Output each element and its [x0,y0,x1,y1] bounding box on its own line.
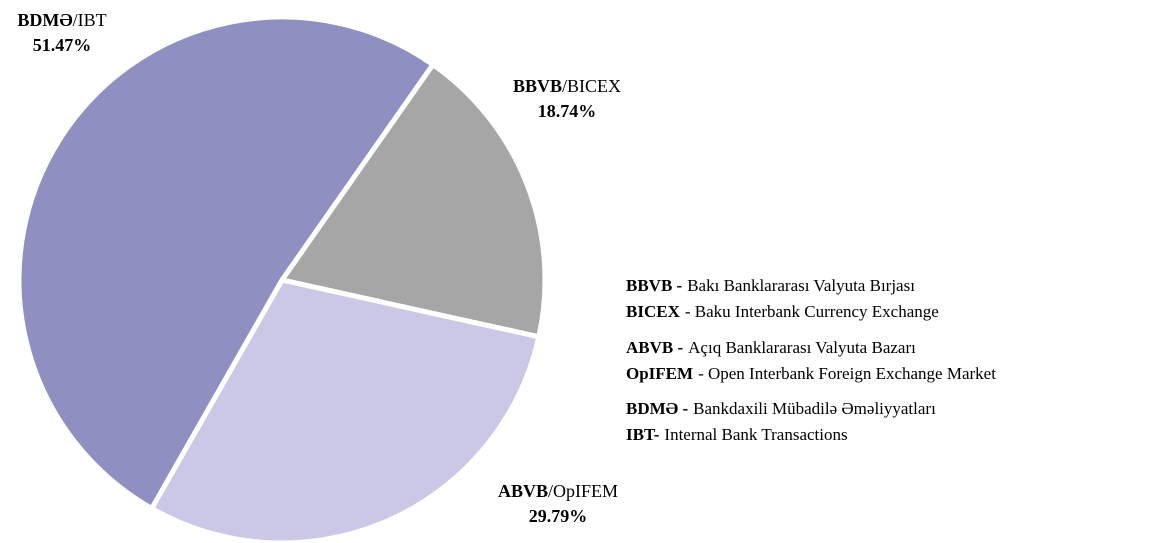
slice-label-bold: BDMƏ [17,10,72,30]
note: IBT- Internal Bank Transactions [626,425,848,444]
slice-label-bold: ABVB [498,481,548,501]
slice-label-bold: BBVB [513,76,562,96]
note-term: BDMƏ - [626,399,688,418]
slice-value-label: 29.79% [529,506,588,526]
slice-value-label: 18.74% [538,101,597,121]
slice-label-rest: /OpIFEM [548,481,618,501]
pie-slice [16,14,437,512]
note: BICEX - Baku Interbank Currency Exchange [626,302,939,321]
note-text: - Open Interbank Foreign Exchange Market [698,364,996,383]
note-term: IBT- [626,425,660,444]
slice-label: BDMƏ/IBT [17,10,106,30]
slice-label: ABVB/OpIFEM [498,481,618,501]
note-text: - Baku Interbank Currency Exchange [685,302,939,321]
slice-label-rest: /IBT [73,10,107,30]
pie-slice [148,277,542,543]
note-text: Bakı Banklararası Valyuta Bırjası [687,276,915,295]
note: BBVB - Bakı Banklararası Valyuta Bırjası [626,276,915,295]
slice-label: BBVB/BICEX [513,76,621,96]
note-term: ABVB - [626,338,683,357]
note-text: Bankdaxili Mübadilə Əməliyyatları [693,399,936,418]
slice-label-rest: /BICEX [562,76,621,96]
note-text: Internal Bank Transactions [664,425,847,444]
note-term: BICEX [626,302,681,321]
note-term: BBVB - [626,276,683,295]
note: BDMƏ - Bankdaxili Mübadilə Əməliyyatları [626,399,936,418]
slice-value-label: 51.47% [33,35,92,55]
note: ABVB - Açıq Banklararası Valyuta Bazarı [626,338,916,357]
note: OpIFEM - Open Interbank Foreign Exchange … [626,364,996,383]
note-text: Açıq Banklararası Valyuta Bazarı [688,338,916,357]
pie-slice [277,61,548,340]
note-term: OpIFEM [626,364,693,383]
